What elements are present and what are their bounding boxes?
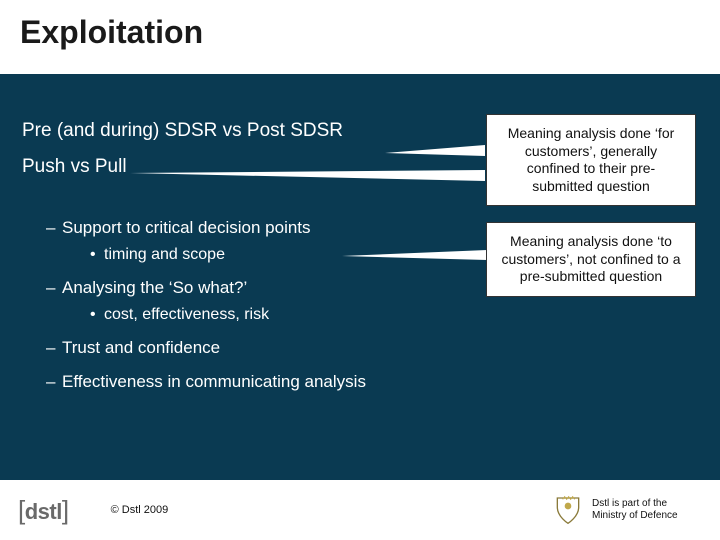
list-item-label: Trust and confidence (62, 338, 220, 357)
bullet-list: cost, effectiveness, risk (90, 306, 462, 324)
list-item: Analysing the ‘So what?’ cost, effective… (46, 278, 462, 324)
dash-list: Support to critical decision points timi… (46, 218, 462, 392)
footer-band: [ dstl ] © Dstl 2009 Dstl is part of the… (0, 480, 720, 540)
slide: Exploitation Pre (and during) SDSR vs Po… (0, 0, 720, 540)
bracket-icon: [ (18, 495, 25, 526)
list-item-label: Analysing the ‘So what?’ (62, 278, 247, 297)
connector-line (130, 170, 485, 181)
connector-line (342, 250, 487, 260)
heading-line-1: Pre (and during) SDSR vs Post SDSR (22, 120, 462, 142)
callout-box-2: Meaning analysis done ‘to customers’, no… (486, 222, 696, 297)
title-band: Exploitation (0, 0, 720, 74)
connector-line (385, 145, 485, 156)
dstl-logo: [ dstl ] (18, 495, 69, 526)
list-item: Effectiveness in communicating analysis (46, 372, 462, 392)
bullet-item: cost, effectiveness, risk (90, 306, 462, 324)
body-content: Pre (and during) SDSR vs Post SDSR Push … (22, 120, 462, 406)
bracket-icon: ] (62, 495, 69, 526)
list-item-label: Support to critical decision points (62, 218, 311, 237)
crest-icon (554, 494, 582, 526)
list-item: Trust and confidence (46, 338, 462, 358)
list-item-label: Effectiveness in communicating analysis (62, 372, 366, 391)
footer-right-text: Dstl is part of the Ministry of Defence (592, 498, 702, 522)
logo-text: dstl (25, 499, 62, 525)
page-title: Exploitation (20, 14, 700, 51)
copyright-text: © Dstl 2009 (111, 504, 169, 516)
callout-box-1: Meaning analysis done ‘for customers’, g… (486, 114, 696, 206)
